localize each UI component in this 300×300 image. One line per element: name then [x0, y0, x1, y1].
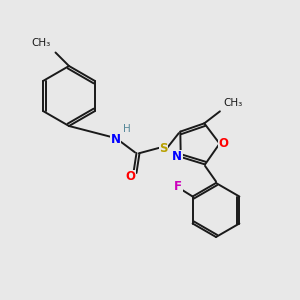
Text: N: N — [172, 151, 182, 164]
Text: CH₃: CH₃ — [223, 98, 242, 108]
Text: O: O — [218, 137, 228, 150]
Text: H: H — [123, 124, 131, 134]
Text: S: S — [159, 142, 168, 155]
Text: O: O — [125, 170, 136, 184]
Text: N: N — [110, 133, 121, 146]
Text: F: F — [174, 180, 182, 194]
Text: CH₃: CH₃ — [32, 38, 51, 48]
